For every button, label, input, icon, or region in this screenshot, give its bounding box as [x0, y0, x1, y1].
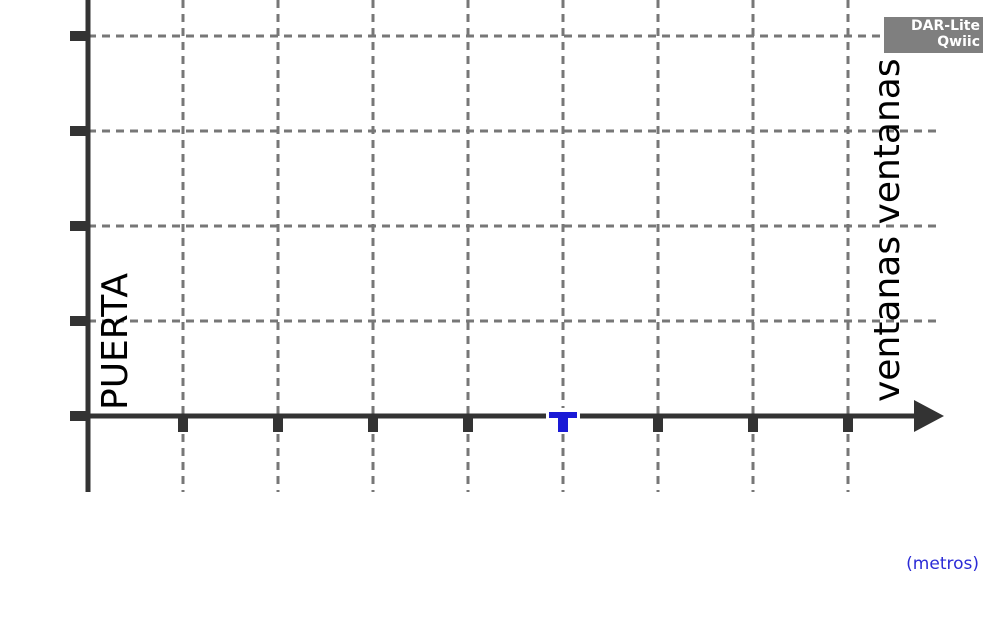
door-label: PUERTA — [95, 272, 136, 410]
x-tick — [463, 416, 473, 432]
y-tick — [70, 126, 88, 136]
x-tick — [843, 416, 853, 432]
y-tick — [70, 31, 88, 41]
x-tick — [748, 416, 758, 432]
sensor-marker — [546, 408, 580, 432]
axis-ticks — [70, 31, 853, 432]
x-axis-arrow — [914, 400, 944, 432]
units-label: (metros) — [906, 554, 979, 574]
x-tick — [653, 416, 663, 432]
badge-line-1: DAR-Lite — [911, 18, 980, 34]
lidar-lite-badge: DAR-Lite Qwiic — [884, 17, 983, 53]
x-tick — [273, 416, 283, 432]
badge-line-2: Qwiic — [937, 34, 980, 50]
windows-label: ventanas ventanas — [867, 58, 908, 402]
marker-bar — [549, 412, 577, 418]
grid-lines — [88, 0, 938, 492]
x-tick — [178, 416, 188, 432]
x-tick — [368, 416, 378, 432]
y-tick — [70, 411, 88, 421]
axes — [70, 0, 944, 492]
y-tick — [70, 316, 88, 326]
y-tick — [70, 221, 88, 231]
marker-stem — [558, 416, 568, 432]
